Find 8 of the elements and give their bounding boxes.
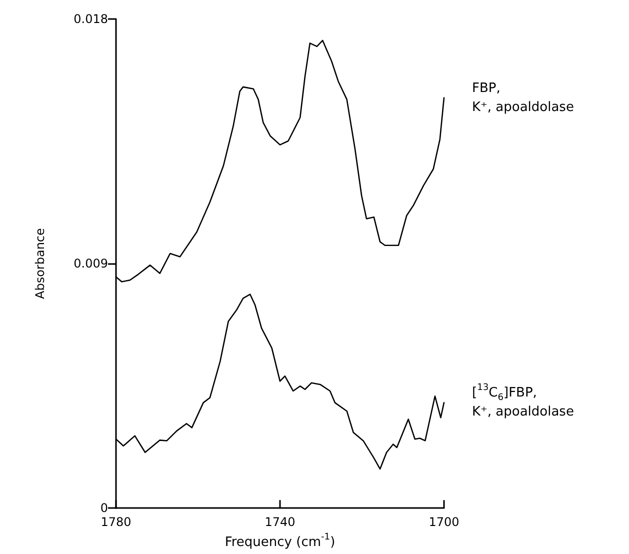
x-tick-label: 1740 [264,515,296,530]
y-tick-label: 0.018 [74,12,108,26]
x-tick-label: 1780 [100,515,132,530]
text: FBP, K⁺, apoaldolase [472,80,574,115]
x-tick-label: 1700 [428,515,460,530]
y-axis-title: Absorbance [33,228,47,300]
y-tick-label: 0 [100,501,108,516]
y-tick-label: 0.009 [74,256,108,271]
